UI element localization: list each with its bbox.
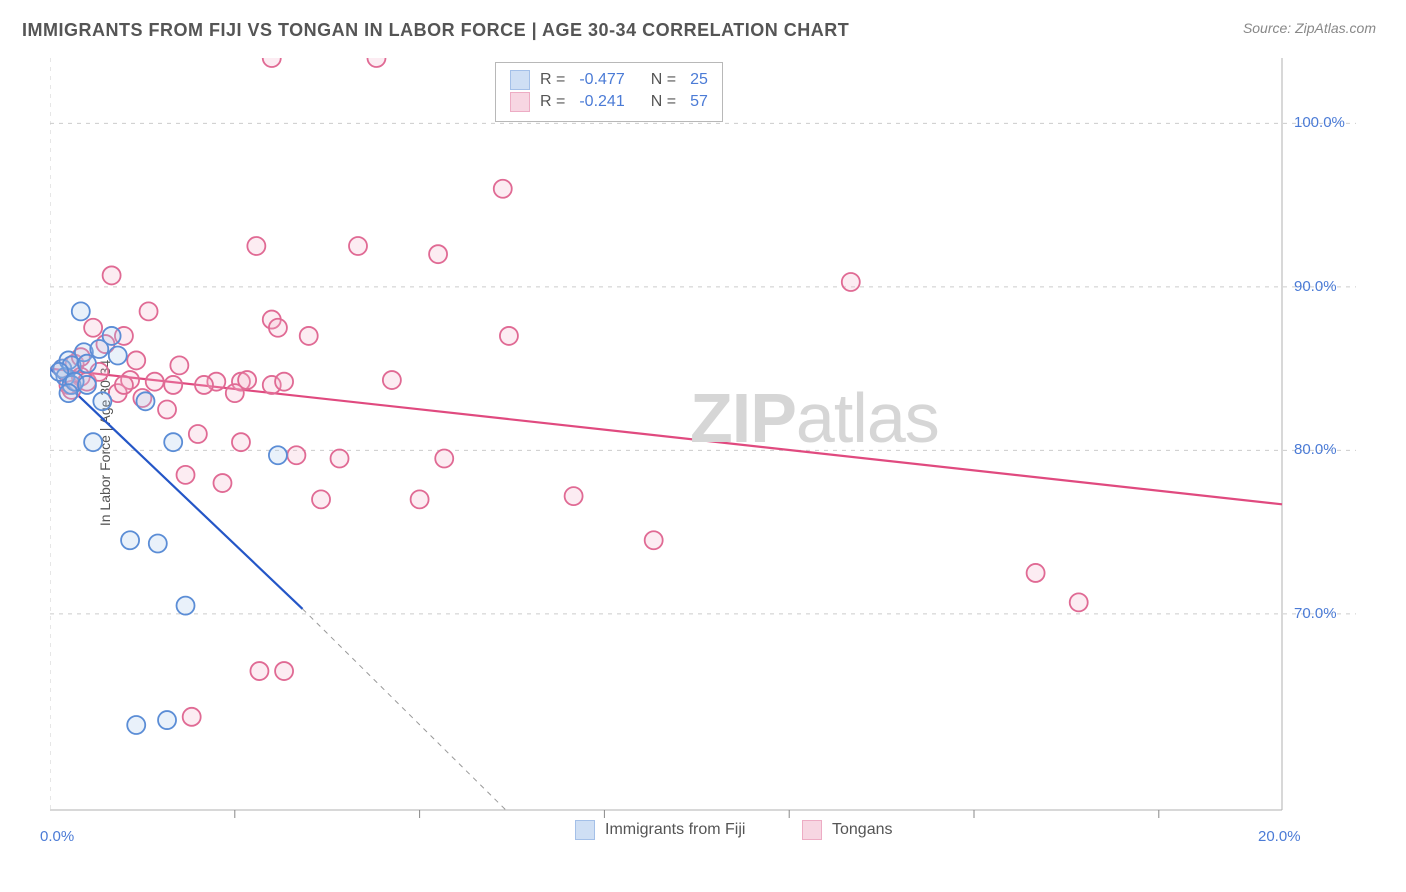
legend-n-value: 57 [690, 93, 708, 111]
series-label: Immigrants from Fiji [605, 821, 745, 839]
legend-row: R = -0.477 N = 25 [510, 69, 708, 91]
chart-area: In Labor Force | Age 30-34 ZIPatlas R =-… [50, 58, 1356, 828]
source-attribution: Source: ZipAtlas.com [1243, 20, 1376, 36]
legend-r-label: R = [540, 71, 565, 89]
legend-n-label: N = [651, 93, 676, 111]
y-tick-label: 70.0% [1294, 605, 1337, 622]
x-tick-label: 20.0% [1258, 828, 1301, 845]
scatter-plot [50, 58, 1356, 828]
legend-n-label: N = [651, 71, 676, 89]
legend-swatch [510, 92, 530, 112]
y-tick-label: 100.0% [1294, 114, 1345, 131]
correlation-legend: R = -0.477 N = 25 R = -0.241 N = 57 [495, 62, 723, 122]
legend-swatch [802, 820, 822, 840]
chart-header: IMMIGRANTS FROM FIJI VS TONGAN IN LABOR … [0, 0, 1406, 51]
series-legend-item: Tongans [802, 820, 893, 840]
chart-title: IMMIGRANTS FROM FIJI VS TONGAN IN LABOR … [22, 20, 849, 41]
legend-row: R = -0.241 N = 57 [510, 91, 708, 113]
legend-n-value: 25 [690, 71, 708, 89]
y-tick-label: 80.0% [1294, 441, 1337, 458]
y-tick-label: 90.0% [1294, 278, 1337, 295]
x-tick-label: 0.0% [40, 828, 74, 845]
series-label: Tongans [832, 821, 893, 839]
legend-r-value: -0.241 [579, 93, 624, 111]
legend-swatch [575, 820, 595, 840]
legend-r-label: R = [540, 93, 565, 111]
legend-swatch [510, 70, 530, 90]
legend-r-value: -0.477 [579, 71, 624, 89]
series-legend-item: Immigrants from Fiji [575, 820, 745, 840]
